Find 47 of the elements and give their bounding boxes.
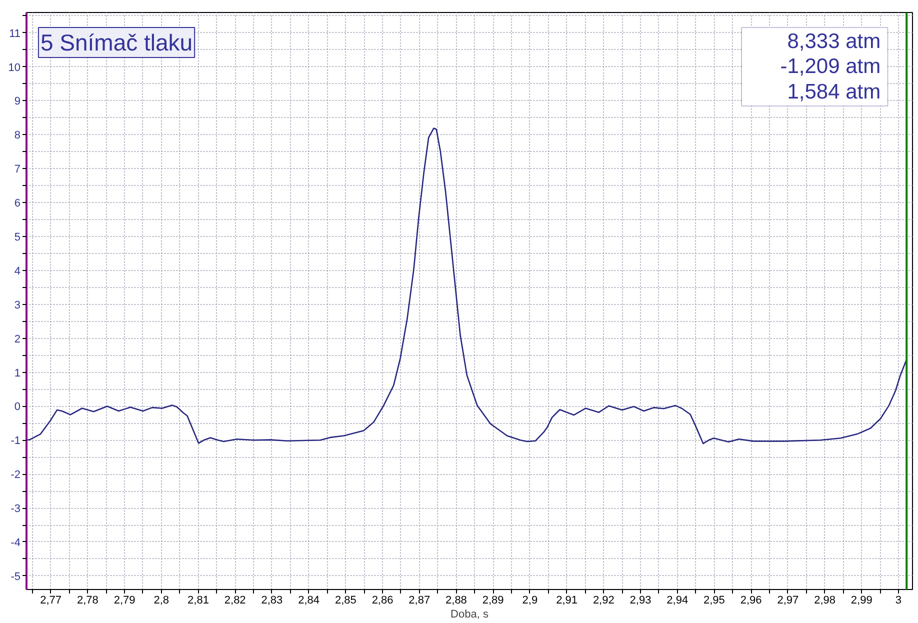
y-tick-label: 10 (8, 62, 21, 74)
x-tick-label: 2,77 (40, 594, 62, 606)
x-tick-label: 2,83 (261, 594, 283, 606)
x-tick-label: 2,86 (372, 594, 394, 606)
annotation: 5 Snímač tlaku (40, 30, 193, 56)
x-tick-label: 2,92 (592, 594, 614, 606)
x-tick-label: 2,95 (704, 594, 725, 606)
x-tick-label: 2,87 (408, 594, 430, 606)
x-tick-label: 2,94 (666, 594, 688, 606)
x-tick-label: 2,96 (740, 594, 762, 606)
y-tick-label: 1 (14, 367, 21, 380)
y-tick-label: 4 (14, 265, 21, 278)
x-tick-label: 2,81 (188, 594, 209, 606)
annotation: -1,209 atm (780, 55, 881, 78)
y-tick-label: 2 (14, 333, 21, 346)
y-tick-label: -4 (10, 536, 20, 549)
x-tick-label: 2,85 (334, 594, 356, 606)
y-tick-label: 5 (14, 232, 21, 244)
x-tick-label: 3 (895, 594, 902, 606)
x-tick-label: 2,98 (814, 594, 836, 606)
y-tick-label: 11 (9, 28, 21, 40)
annotation: 8,333 atm (787, 30, 881, 53)
x-tick-label: 2,84 (298, 594, 320, 606)
x-tick-label: 2,88 (446, 594, 467, 606)
x-tick-label: 2,8 (154, 594, 170, 606)
y-tick-label: -5 (10, 570, 20, 583)
x-tick-label: 2,79 (114, 594, 136, 606)
y-tick-label: -3 (10, 503, 20, 516)
x-tick-label: 2,91 (556, 594, 578, 606)
x-tick-label: 2,89 (482, 594, 504, 606)
y-tick-label: 6 (14, 198, 21, 210)
line-series (26, 128, 908, 444)
x-tick-label: 2,9 (522, 594, 538, 606)
y-tick-label: -2 (10, 469, 20, 482)
x-tick-label: 2,82 (224, 594, 246, 606)
y-tick-label: 0 (14, 401, 21, 414)
annotation: 1,584 atm (787, 80, 881, 104)
x-tick-label: 2,97 (777, 594, 799, 606)
x-tick-label: 2,78 (76, 594, 98, 606)
y-tick-label: 3 (14, 299, 21, 312)
x-tick-label: 2,93 (630, 594, 652, 606)
y-tick-label: 7 (14, 164, 21, 176)
y-tick-label: 9 (14, 96, 21, 108)
y-tick-label: -1 (10, 435, 20, 448)
y-tick-label: 8 (14, 130, 21, 142)
x-tick-label: 2,99 (850, 594, 872, 606)
x-axis-title: Doba, s (450, 608, 489, 620)
